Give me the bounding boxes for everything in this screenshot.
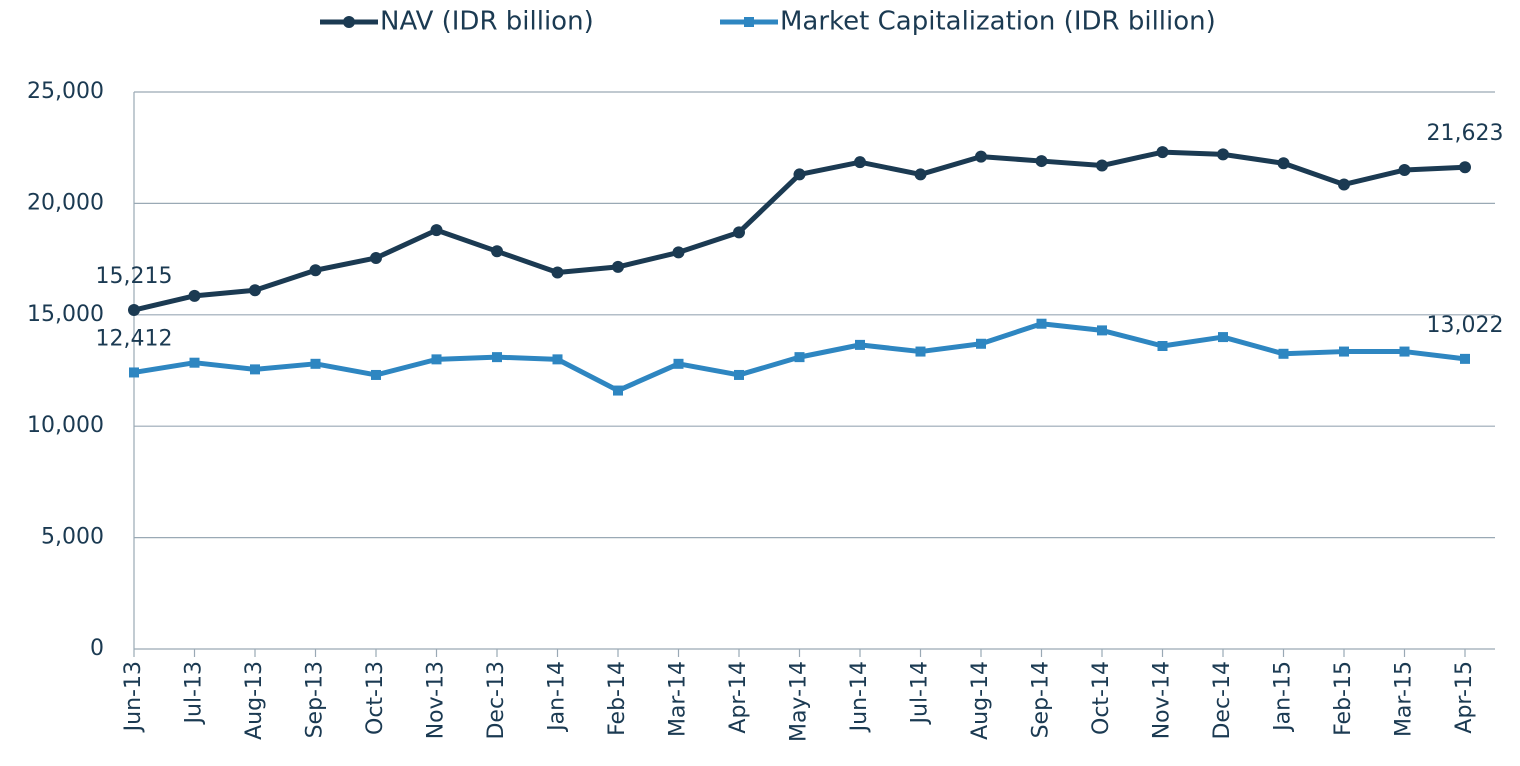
point — [855, 339, 865, 350]
point — [188, 289, 201, 302]
point — [975, 150, 987, 163]
point — [371, 369, 381, 380]
y-tick-label: 15,000 — [27, 302, 104, 327]
point — [1460, 353, 1470, 364]
x-tick-label: Jan-14 — [545, 661, 570, 733]
point — [612, 260, 624, 273]
point — [1277, 157, 1290, 170]
point — [431, 354, 442, 365]
point — [914, 168, 927, 181]
point — [310, 358, 321, 369]
point — [1399, 346, 1410, 357]
x-tick-label: Oct-13 — [363, 661, 388, 735]
x-tick-label: Jun-14 — [847, 661, 872, 733]
point — [1217, 148, 1229, 161]
x-tick-label: Mar-15 — [1392, 661, 1417, 737]
point — [1096, 159, 1108, 172]
x-tick-label: Jul-14 — [908, 661, 933, 725]
y-tick-label: 5,000 — [41, 525, 104, 550]
point — [794, 352, 805, 363]
data-label: 21,623 — [1427, 121, 1504, 146]
y-tick-label: 10,000 — [27, 413, 104, 438]
point — [430, 224, 443, 237]
y-tick-label: 0 — [90, 636, 104, 661]
x-tick-label: Feb-14 — [605, 661, 630, 736]
point — [673, 358, 684, 369]
x-tick-label: Sep-14 — [1029, 661, 1054, 738]
point — [250, 364, 260, 375]
x-tick-label: Jun-13 — [121, 661, 146, 733]
point — [733, 226, 745, 239]
point — [1035, 155, 1048, 168]
point — [1156, 146, 1169, 159]
x-tick-label: Dec-13 — [484, 661, 509, 740]
y-tick-label: 25,000 — [27, 79, 104, 104]
point — [734, 369, 744, 380]
legend-marker — [343, 16, 355, 28]
point — [1097, 325, 1107, 336]
x-tick-label: Sep-13 — [303, 661, 328, 738]
data-label: 13,022 — [1427, 313, 1504, 338]
data-label: 15,215 — [96, 264, 173, 289]
point — [1339, 346, 1349, 357]
point — [552, 354, 563, 365]
point — [854, 156, 866, 169]
point — [370, 251, 382, 264]
point — [492, 352, 502, 363]
point — [1459, 161, 1471, 174]
point — [309, 264, 322, 277]
x-tick-label: Oct-14 — [1089, 661, 1114, 735]
legend-text: NAV (IDR billion) — [380, 7, 594, 37]
x-tick-label: Nov-14 — [1150, 661, 1175, 739]
x-tick-label: Aug-14 — [968, 661, 993, 740]
point — [1338, 178, 1350, 191]
x-tick-label: Apr-15 — [1452, 661, 1477, 734]
x-tick-label: Jul-13 — [182, 661, 207, 725]
point — [793, 168, 806, 181]
legend-text: Market Capitalization (IDR billion) — [780, 7, 1216, 37]
point — [129, 367, 139, 378]
point — [1218, 332, 1228, 343]
point — [1157, 340, 1168, 351]
point — [1278, 348, 1289, 359]
point — [915, 346, 926, 357]
point — [189, 357, 200, 368]
point — [249, 284, 261, 297]
x-tick-label: Aug-13 — [242, 661, 267, 740]
point — [1398, 163, 1411, 176]
data-label: 12,412 — [96, 326, 173, 351]
legend-marker — [744, 17, 754, 27]
point — [976, 338, 986, 349]
point — [128, 304, 140, 317]
x-tick-label: Apr-14 — [726, 661, 751, 734]
point — [672, 246, 685, 259]
point — [551, 266, 564, 279]
point — [491, 245, 503, 258]
y-tick-label: 20,000 — [27, 190, 104, 215]
point — [613, 385, 623, 396]
x-tick-label: Nov-13 — [424, 661, 449, 739]
x-tick-label: Mar-14 — [666, 661, 691, 737]
x-tick-label: Feb-15 — [1331, 661, 1356, 736]
x-tick-label: Dec-14 — [1210, 661, 1235, 740]
point — [1036, 318, 1047, 329]
x-tick-label: May-14 — [787, 661, 812, 742]
x-tick-label: Jan-15 — [1271, 661, 1296, 733]
